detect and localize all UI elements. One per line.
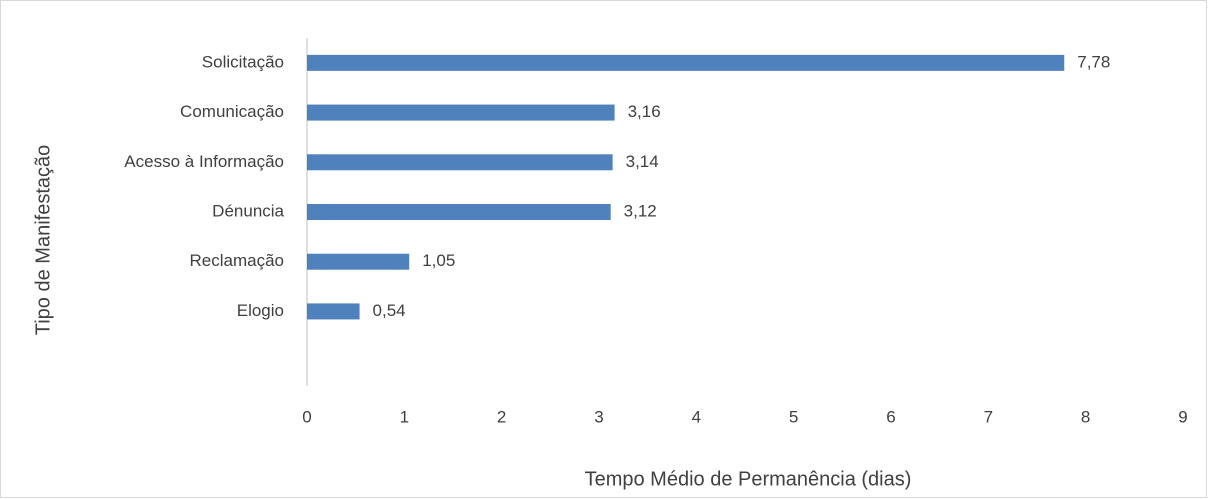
y-tick-label: Dénuncia (212, 201, 284, 220)
bar (307, 154, 613, 171)
data-label: 0,54 (373, 301, 406, 320)
y-tick-label: Comunicação (180, 102, 284, 121)
y-tick-label: Reclamação (190, 251, 285, 270)
data-label: 3,14 (626, 152, 659, 171)
x-tick-label: 9 (1178, 407, 1187, 426)
data-label: 3,12 (624, 201, 657, 220)
data-label: 7,78 (1077, 52, 1110, 71)
bar (307, 104, 615, 121)
x-tick-label: 0 (302, 407, 311, 426)
x-tick-label: 7 (984, 407, 993, 426)
data-label: 1,05 (422, 251, 455, 270)
x-tick-label: 3 (594, 407, 603, 426)
x-tick-label: 2 (497, 407, 506, 426)
x-tick-label: 4 (692, 407, 701, 426)
y-tick-label: Acesso à Informação (124, 152, 284, 171)
bar (307, 204, 611, 220)
y-tick-label: Elogio (237, 301, 284, 320)
x-tick-label: 5 (789, 407, 798, 426)
bar (307, 303, 360, 320)
x-tick-label: 6 (886, 407, 895, 426)
x-tick-label: 1 (400, 407, 409, 426)
y-tick-label: Solicitação (202, 52, 284, 71)
x-tick-label: 8 (1081, 407, 1090, 426)
bar (307, 253, 410, 270)
y-axis-title: Tipo de Manifestação (32, 145, 54, 335)
data-label: 3,16 (628, 102, 661, 121)
x-axis-title: Tempo Médio de Permanência (dias) (585, 468, 912, 490)
bar (307, 54, 1065, 71)
